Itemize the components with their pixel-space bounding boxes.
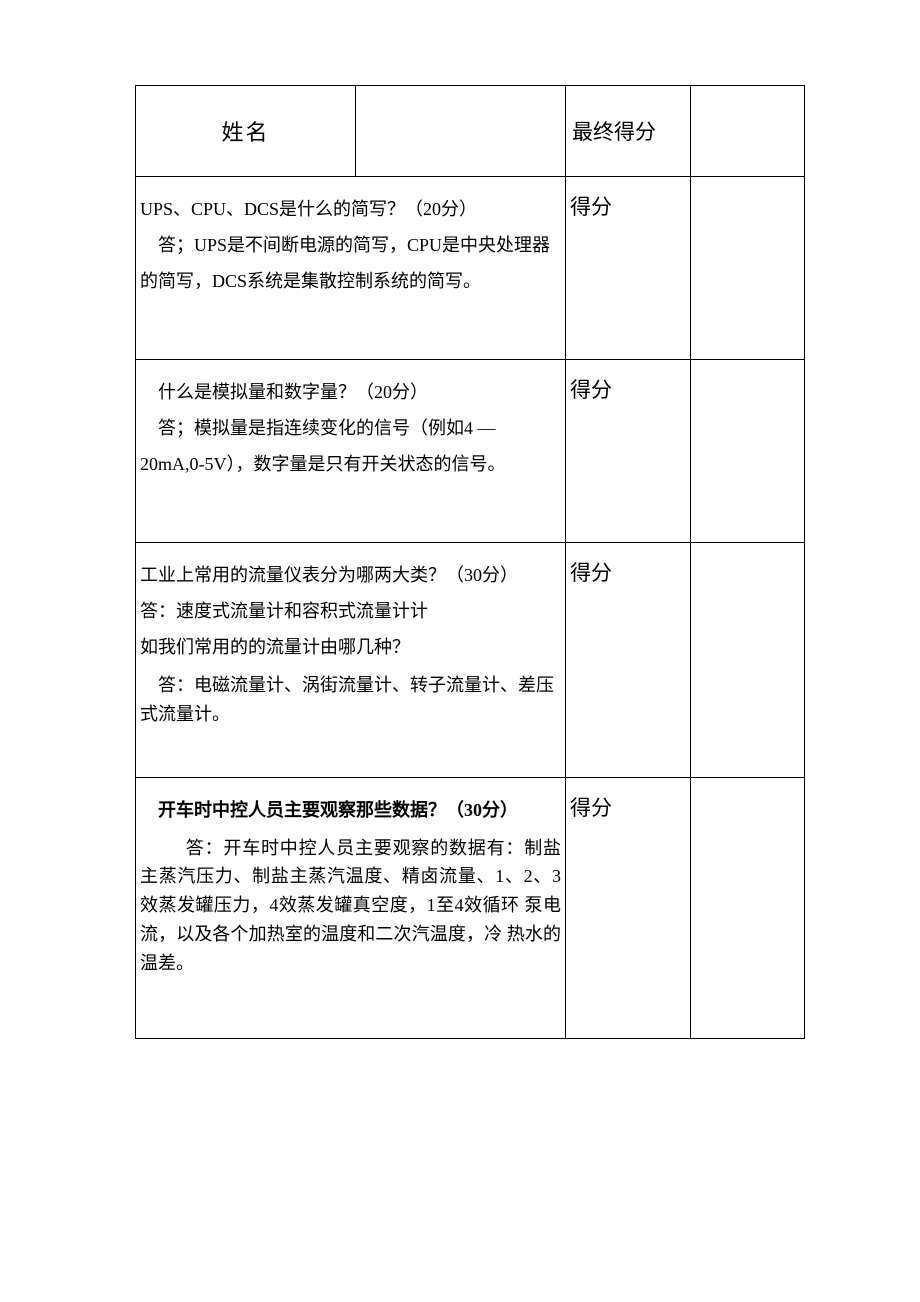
final-score-label: 最终得分 [572, 120, 656, 144]
q4-score-value [691, 777, 805, 1038]
q3-question2: 如我们常用的的流量计由哪几种？ [140, 629, 561, 665]
final-score-label-cell: 最终得分 [566, 86, 691, 177]
q2-content: 什么是模拟量和数字量？（20分） 答；模拟量是指连续变化的信号（例如4 — 20… [136, 360, 566, 543]
exam-table: 姓名 最终得分 UPS、CPU、DCS是什么的简写？（20分） 答；UPS是不间… [135, 85, 805, 1039]
name-label-cell: 姓名 [136, 86, 356, 177]
q4-content: 开车时中控人员主要观察那些数据？（30分） 答：开车时中控人员主要观察的数据有：… [136, 777, 566, 1038]
q1-score-label: 得分 [566, 177, 691, 360]
header-row: 姓名 最终得分 [136, 86, 805, 177]
name-value-cell [356, 86, 566, 177]
q3-question1: 工业上常用的流量仪表分为哪两大类？（30分） [140, 557, 561, 593]
question-row-4: 开车时中控人员主要观察那些数据？（30分） 答：开车时中控人员主要观察的数据有：… [136, 777, 805, 1038]
question-row-1: UPS、CPU、DCS是什么的简写？（20分） 答；UPS是不间断电源的简写，C… [136, 177, 805, 360]
question-row-2: 什么是模拟量和数字量？（20分） 答；模拟量是指连续变化的信号（例如4 — 20… [136, 360, 805, 543]
q2-answer-line2: 20mA,0-5V），数字量是只有开关状态的信号。 [140, 446, 561, 482]
q1-score-value [691, 177, 805, 360]
q3-score-label: 得分 [566, 543, 691, 778]
q2-answer-line1: 答；模拟量是指连续变化的信号（例如4 — [140, 410, 561, 446]
q1-answer: 答；UPS是不间断电源的简写，CPU是中央处理器的简写，DCS系统是集散控制系统… [140, 227, 561, 299]
q1-question: UPS、CPU、DCS是什么的简写？（20分） [140, 191, 561, 227]
q4-answer: 答：开车时中控人员主要观察的数据有：制盐主蒸汽压力、制盐主蒸汽温度、精卤流量、1… [140, 834, 561, 978]
q4-score-label: 得分 [566, 777, 691, 1038]
q3-answer2: 答：电磁流量计、涡街流量计、转子流量计、差压式流量计。 [140, 671, 561, 729]
q2-question: 什么是模拟量和数字量？（20分） [140, 374, 561, 410]
question-row-3: 工业上常用的流量仪表分为哪两大类？（30分） 答：速度式流量计和容积式流量计计 … [136, 543, 805, 778]
q4-question: 开车时中控人员主要观察那些数据？（30分） [140, 792, 561, 828]
name-label: 姓名 [221, 120, 269, 145]
q3-answer1: 答：速度式流量计和容积式流量计计 [140, 593, 561, 629]
final-score-value-cell [691, 86, 805, 177]
q1-content: UPS、CPU、DCS是什么的简写？（20分） 答；UPS是不间断电源的简写，C… [136, 177, 566, 360]
q2-score-label: 得分 [566, 360, 691, 543]
q2-score-value [691, 360, 805, 543]
q3-score-value [691, 543, 805, 778]
q3-content: 工业上常用的流量仪表分为哪两大类？（30分） 答：速度式流量计和容积式流量计计 … [136, 543, 566, 778]
